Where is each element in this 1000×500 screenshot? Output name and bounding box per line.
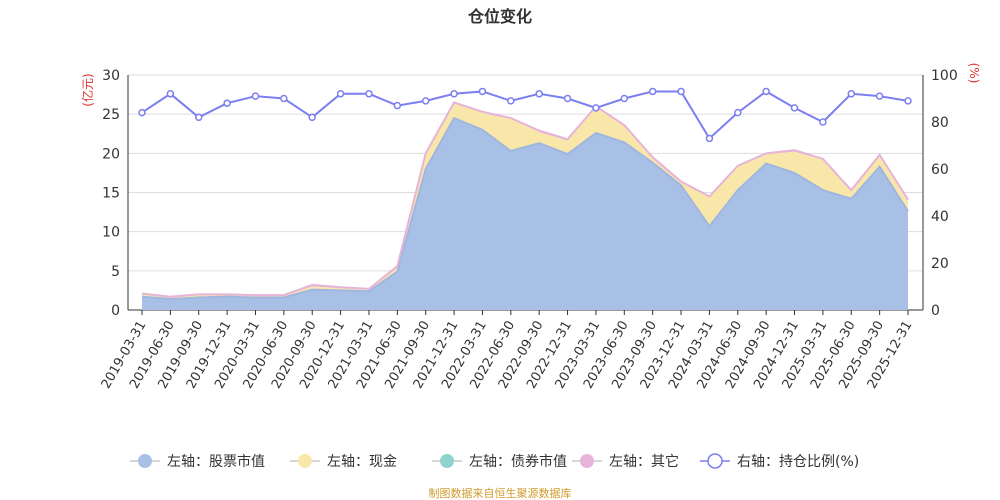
ratio-point bbox=[336, 90, 345, 98]
ratio-point bbox=[308, 113, 316, 122]
ratio-point bbox=[705, 134, 714, 143]
left-y-tick-label: 30 bbox=[102, 68, 120, 84]
ratio-line-series bbox=[138, 87, 912, 143]
ratio-line bbox=[141, 90, 909, 141]
legend-marker bbox=[138, 454, 152, 468]
ratio-point bbox=[734, 108, 742, 117]
ratio-point bbox=[194, 113, 203, 122]
area-edge-左轴：其它 bbox=[141, 101, 909, 298]
left-axis-unit: (亿元) bbox=[80, 73, 95, 106]
ratio-point bbox=[280, 94, 288, 103]
legend-label: 右轴：持仓比例(%) bbox=[737, 454, 859, 470]
legend-label: 左轴：债券市值 bbox=[469, 453, 567, 470]
left-y-tick-label: 0 bbox=[111, 303, 120, 319]
right-y-tick-label: 0 bbox=[931, 303, 940, 319]
ratio-point bbox=[762, 87, 770, 96]
ratio-point bbox=[251, 92, 260, 100]
right-y-tick-label: 40 bbox=[931, 209, 949, 225]
legend-marker bbox=[580, 454, 594, 468]
legend-label: 左轴：股票市值 bbox=[167, 453, 265, 470]
right-y-tick-label: 100 bbox=[931, 68, 958, 84]
ratio-point bbox=[904, 97, 912, 105]
right-y-tick-label: 20 bbox=[931, 256, 949, 272]
right-y-tick-label: 60 bbox=[931, 162, 949, 178]
ratio-point bbox=[138, 108, 146, 117]
ratio-point bbox=[790, 104, 799, 112]
legend-label: 左轴：其它 bbox=[609, 453, 679, 470]
chart-title: 仓位变化 bbox=[467, 7, 532, 26]
ratio-point bbox=[592, 104, 600, 112]
right-axis-unit: (%) bbox=[967, 63, 981, 84]
legend-marker bbox=[298, 454, 312, 468]
ratio-point bbox=[421, 97, 430, 105]
left-y-tick-label: 5 bbox=[111, 264, 120, 280]
ratio-point bbox=[677, 87, 685, 96]
left-y-tick-label: 20 bbox=[102, 146, 120, 162]
ratio-point bbox=[478, 87, 487, 96]
legend: 左轴：股票市值 左轴：现金 左轴：债券市值 左轴：其它 右轴：持仓比例(%) bbox=[130, 453, 859, 470]
area-edge-左轴：股票市值 bbox=[141, 116, 909, 301]
ratio-point bbox=[166, 90, 175, 98]
ratio-point bbox=[847, 90, 856, 98]
ratio-point bbox=[223, 99, 231, 107]
area-左轴：现金 bbox=[142, 103, 908, 300]
stacked-areas bbox=[141, 101, 909, 310]
legend-label: 左轴：现金 bbox=[327, 454, 397, 470]
left-y-tick-label: 10 bbox=[102, 225, 120, 241]
source-note: 制图数据来自恒生聚源数据库 bbox=[429, 486, 572, 500]
ratio-point bbox=[450, 90, 458, 98]
ratio-point bbox=[648, 87, 657, 96]
legend-marker bbox=[707, 453, 723, 469]
left-y-tick-label: 15 bbox=[102, 186, 120, 202]
left-y-tick-label: 25 bbox=[102, 107, 120, 123]
ratio-point bbox=[365, 90, 373, 98]
area-左轴：股票市值 bbox=[142, 118, 908, 310]
ratio-point bbox=[535, 90, 543, 98]
ratio-point bbox=[875, 92, 884, 100]
ratio-point bbox=[563, 94, 572, 103]
right-y-tick-label: 80 bbox=[931, 115, 949, 131]
ratio-point bbox=[620, 94, 629, 103]
ratio-point bbox=[393, 101, 402, 110]
ratio-point bbox=[819, 118, 827, 126]
legend-marker bbox=[440, 454, 454, 468]
ratio-point bbox=[507, 97, 515, 105]
